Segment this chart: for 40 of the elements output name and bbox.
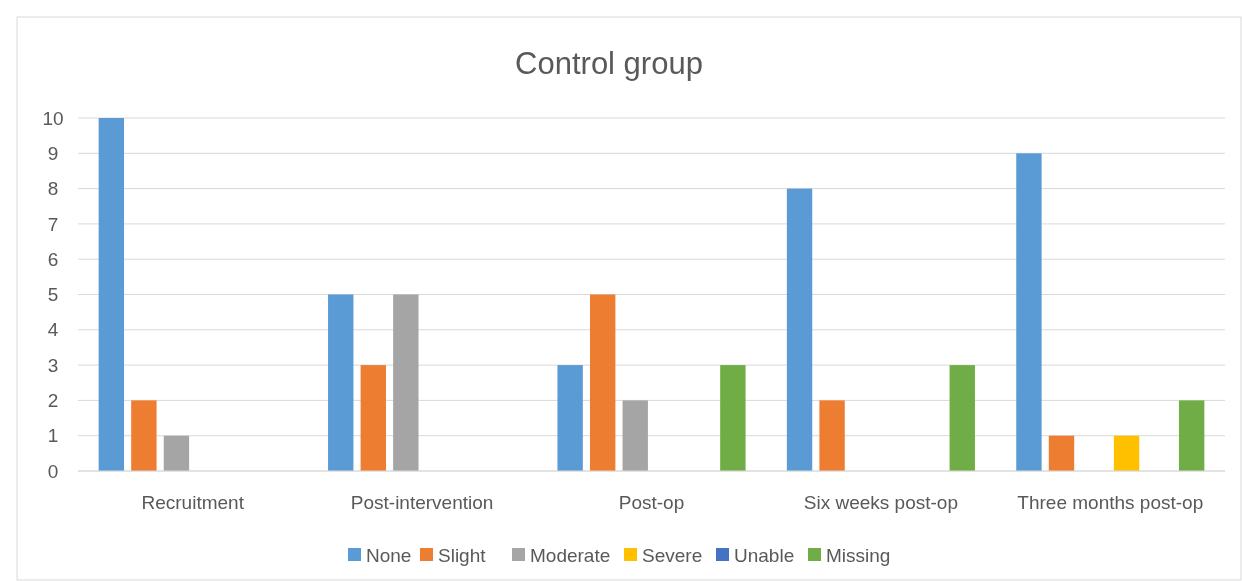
- bar: [622, 400, 648, 471]
- legend-label: Slight: [438, 544, 487, 566]
- y-tick-label: 5: [47, 284, 59, 306]
- bar: [1178, 400, 1205, 471]
- bar: [720, 365, 746, 471]
- legend-label: Severe: [642, 544, 703, 566]
- x-tick-label: Six weeks post-op: [803, 492, 958, 513]
- bar: [786, 188, 813, 471]
- y-tick-label: 7: [47, 213, 59, 235]
- bar: [557, 365, 583, 471]
- x-tick-label: Three months post-op: [1017, 492, 1204, 513]
- legend-label: Unable: [734, 544, 795, 566]
- chart-title: Control group: [515, 46, 703, 81]
- y-tick-label: 6: [47, 248, 59, 270]
- y-tick-label: 10: [42, 107, 64, 129]
- legend-label: Missing: [826, 544, 891, 566]
- bar: [1113, 435, 1140, 471]
- y-tick-label: 9: [47, 142, 59, 164]
- bar: [949, 365, 975, 471]
- y-tick-label: 1: [47, 425, 59, 447]
- bar: [360, 365, 386, 471]
- y-tick-label: 3: [47, 354, 59, 376]
- x-tick-label: Post-intervention: [350, 492, 494, 513]
- legend-label: Moderate: [530, 544, 611, 566]
- y-tick-label: 8: [47, 178, 59, 200]
- bar: [131, 400, 157, 471]
- bar: [819, 400, 845, 471]
- bar: [1048, 435, 1075, 471]
- legend-label: None: [366, 544, 412, 566]
- bar: [163, 435, 190, 471]
- y-tick-label: 4: [47, 319, 59, 341]
- y-tick-label: 2: [47, 390, 59, 412]
- x-tick-label: Post-op: [618, 492, 685, 513]
- bar: [328, 294, 354, 471]
- bar: [393, 294, 419, 471]
- bar: [1016, 153, 1042, 471]
- y-tick-label: 0: [47, 460, 59, 482]
- x-tick-label: Recruitment: [141, 492, 245, 513]
- bar: [98, 118, 125, 471]
- bar: [589, 294, 616, 471]
